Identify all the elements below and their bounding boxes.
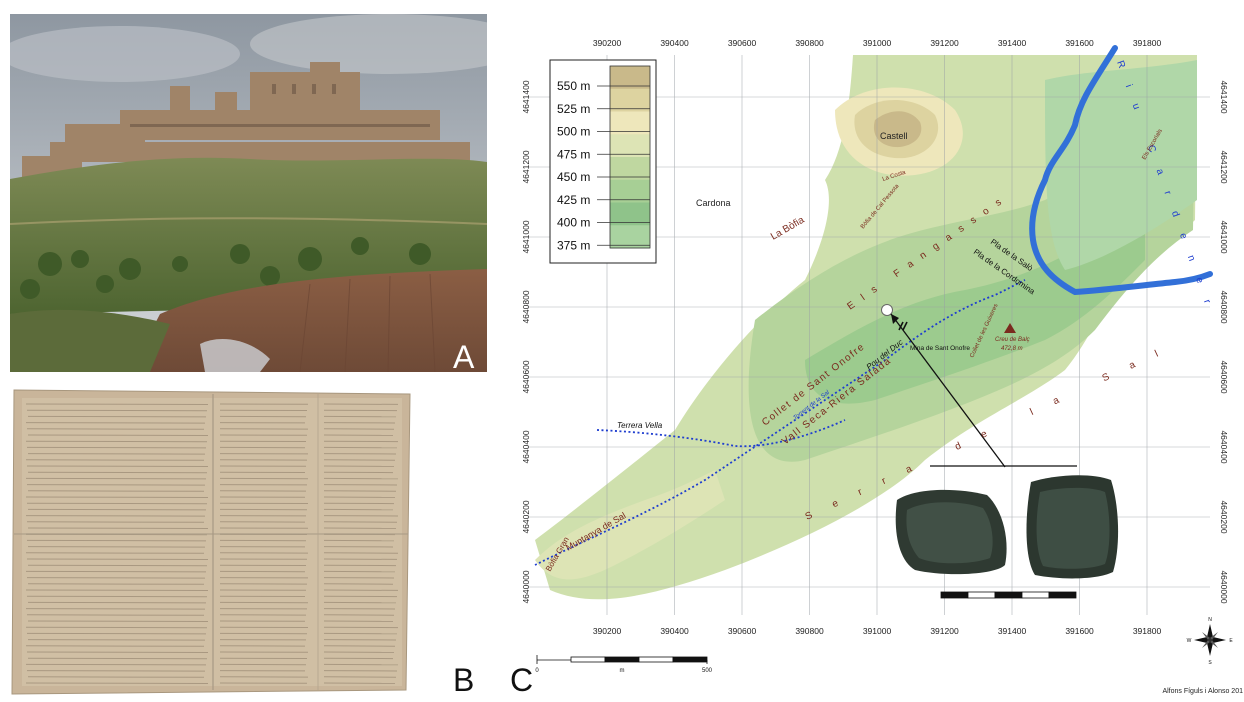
- panel-letter-b: B: [453, 662, 474, 699]
- x-tick-top-label: 390600: [728, 38, 757, 48]
- label-creu-balc-elev: 472,8 m: [1001, 346, 1023, 352]
- panel-letter-c: C: [510, 662, 533, 699]
- x-tick-bottom-label: 390200: [593, 626, 622, 636]
- x-tick-bottom-label: 391200: [930, 626, 959, 636]
- label-creu-balc: Creu de Balç: [995, 337, 1030, 343]
- x-tick-bottom-label: 390800: [795, 626, 824, 636]
- scale-start-label: 0: [535, 668, 539, 674]
- y-tick-right-label: 4641200: [1219, 150, 1229, 183]
- y-tick-left-label: 4640400: [521, 430, 531, 463]
- section-scale-bar: [941, 592, 1076, 598]
- y-tick-left-label: 4641200: [521, 150, 531, 183]
- x-tick-bottom-label: 390400: [660, 626, 689, 636]
- x-tick-top-label: 391000: [863, 38, 892, 48]
- castle-photo: [10, 14, 487, 372]
- x-tick-top-label: 391200: [930, 38, 959, 48]
- credit-text: Alfons Fíguls i Alonso 201: [1162, 688, 1243, 695]
- legend-level-label: 550 m: [557, 79, 590, 93]
- compass-rose-icon: N S E W: [1187, 617, 1234, 666]
- x-tick-bottom-label: 391400: [998, 626, 1027, 636]
- map-scale-bar: 0 m 500: [535, 655, 712, 674]
- parchment-document: [8, 384, 416, 696]
- x-tick-bottom-label: 391800: [1133, 626, 1162, 636]
- x-tick-top-label: 390800: [795, 38, 824, 48]
- y-tick-right-label: 4640200: [1219, 500, 1229, 533]
- legend-level-label: 525 m: [557, 102, 590, 116]
- elevation-legend: 550 m 525 m 500 m 475 m 450 m 425 m 400 m 375 m: [550, 60, 656, 263]
- rock-sample-left: [896, 490, 1007, 574]
- legend-level-label: 425 m: [557, 193, 590, 207]
- label-castell: Castell: [880, 131, 908, 141]
- compass-south: S: [1208, 660, 1212, 666]
- y-tick-right-label: 4640000: [1219, 570, 1229, 603]
- legend-level-label: 500 m: [557, 125, 590, 139]
- scale-end-label: 500: [702, 668, 713, 674]
- compass-west: W: [1187, 638, 1192, 644]
- y-tick-left-label: 4641000: [521, 220, 531, 253]
- x-tick-top-label: 390200: [593, 38, 622, 48]
- x-tick-top-label: 390400: [660, 38, 689, 48]
- y-tick-right-label: 4641400: [1219, 80, 1229, 113]
- label-mina-sant-onofre: Mina de Sant Onofre: [910, 345, 970, 352]
- y-tick-right-label: 4641000: [1219, 220, 1229, 253]
- scale-unit-label: m: [620, 668, 625, 674]
- legend-level-label: 375 m: [557, 238, 590, 252]
- y-tick-right-label: 4640400: [1219, 430, 1229, 463]
- label-cardona: Cardona: [696, 198, 731, 208]
- legend-level-label: 475 m: [557, 147, 590, 161]
- x-tick-bottom-label: 391000: [863, 626, 892, 636]
- y-tick-left-label: 4640600: [521, 360, 531, 393]
- y-tick-left-label: 4640800: [521, 290, 531, 323]
- compass-east: E: [1229, 638, 1233, 644]
- y-tick-right-label: 4640600: [1219, 360, 1229, 393]
- y-tick-left-label: 4640000: [521, 570, 531, 603]
- compass-north: N: [1208, 617, 1212, 623]
- contour-map: 0 m 500 N S E W 390200 390400 390600 390800…: [505, 0, 1244, 697]
- y-tick-left-label: 4641400: [521, 80, 531, 113]
- label-terrera-vella: Terrera Vella: [617, 421, 663, 430]
- label-la-bofia: La Bòfia: [769, 215, 807, 243]
- x-tick-bottom-label: 390600: [728, 626, 757, 636]
- x-tick-bottom-label: 391600: [1065, 626, 1094, 636]
- panel-letter-a: A: [453, 339, 474, 376]
- y-tick-right-label: 4640800: [1219, 290, 1229, 323]
- legend-level-label: 400 m: [557, 216, 590, 230]
- legend-level-label: 450 m: [557, 170, 590, 184]
- x-tick-top-label: 391800: [1133, 38, 1162, 48]
- pou-del-duc-marker: [882, 305, 893, 316]
- rock-sample-right: [1026, 475, 1118, 578]
- y-tick-left-label: 4640200: [521, 500, 531, 533]
- x-tick-top-label: 391400: [998, 38, 1027, 48]
- x-tick-top-label: 391600: [1065, 38, 1094, 48]
